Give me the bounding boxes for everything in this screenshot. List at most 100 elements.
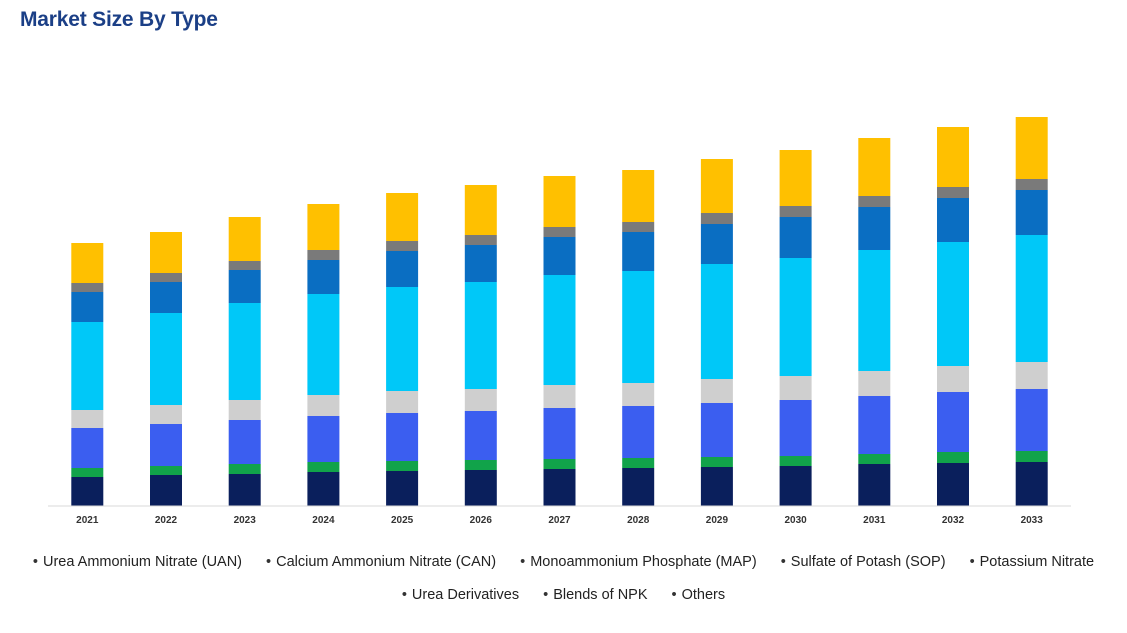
legend-item-1: • Calcium Ammonium Nitrate (CAN): [266, 554, 496, 570]
legend-bullet-icon: •: [520, 554, 526, 570]
bar-segment-2027-series-1: [543, 459, 576, 469]
legend-item-3: • Sulfate of Potash (SOP): [781, 554, 946, 570]
bar-segment-2026-series-3: [464, 389, 497, 411]
bar-segment-2027-series-0: [543, 469, 576, 506]
legend-label: Urea Ammonium Nitrate (UAN): [43, 554, 243, 570]
bar-segment-2028-series-1: [622, 458, 655, 468]
bar-segment-2029-series-6: [700, 213, 733, 224]
bar-segment-2030-series-7: [779, 150, 812, 206]
bar-segment-2029-series-0: [700, 467, 733, 506]
bar-segment-2032-series-2: [937, 392, 969, 452]
bar-segment-2025-series-4: [386, 287, 419, 391]
bar-segment-2025-series-0: [386, 471, 419, 506]
bar-segment-2022-series-1: [150, 466, 182, 475]
x-tick-label: 2028: [627, 515, 650, 526]
bar-segment-2031-series-5: [858, 207, 891, 250]
bar-segment-2026-series-4: [464, 282, 497, 389]
bar-segment-2030-series-0: [779, 466, 812, 506]
bar-segment-2033-series-7: [1015, 117, 1048, 179]
legend-label: Blends of NPK: [553, 587, 648, 603]
bar-segment-2026-series-6: [464, 235, 497, 245]
bar-segment-2026-series-2: [464, 411, 497, 460]
bar-segment-2024-series-6: [307, 250, 340, 260]
legend-bullet-icon: •: [266, 554, 272, 570]
bar-segment-2031-series-4: [858, 250, 891, 371]
bar-segment-2029-series-1: [700, 457, 733, 467]
bar-segment-2023-series-5: [228, 270, 261, 303]
bar-segment-2025-series-7: [386, 193, 419, 241]
bar-segment-2033-series-0: [1015, 462, 1048, 506]
bar-segment-2032-series-0: [937, 463, 969, 506]
legend-item-0: • Urea Ammonium Nitrate (UAN): [33, 554, 242, 570]
bar-segment-2033-series-5: [1015, 190, 1048, 235]
bar-segment-2022-series-7: [150, 232, 182, 273]
x-tick-label: 2029: [706, 515, 729, 526]
legend-label: Others: [681, 587, 726, 603]
bar-segment-2032-series-5: [937, 198, 969, 242]
bar-segment-2022-series-4: [150, 313, 182, 405]
bar-segment-2022-series-3: [150, 405, 182, 424]
bar-segment-2023-series-1: [228, 464, 261, 474]
bar-segment-2031-series-1: [858, 454, 891, 464]
bar-segment-2021-series-4: [71, 322, 104, 410]
bar-segment-2024-series-0: [307, 472, 340, 506]
bar-segment-2021-series-5: [71, 292, 104, 322]
bar-segment-2022-series-0: [150, 475, 182, 506]
legend-item-6: • Blends of NPK: [543, 587, 647, 603]
legend-label: Monoammonium Phosphate (MAP): [530, 554, 757, 570]
legend-item-7: • Others: [672, 587, 726, 603]
bar-segment-2026-series-1: [464, 460, 497, 470]
legend-bullet-icon: •: [780, 554, 786, 570]
x-tick-label: 2031: [863, 515, 886, 526]
legend-bullet-icon: •: [671, 587, 677, 603]
x-tick-label: 2021: [76, 515, 99, 526]
bar-segment-2030-series-1: [779, 456, 812, 466]
bar-segment-2029-series-2: [700, 403, 733, 457]
bar-segment-2028-series-2: [622, 406, 655, 458]
bar-segment-2024-series-4: [307, 294, 340, 395]
bar-segment-2025-series-6: [386, 241, 419, 251]
bar-segment-2027-series-4: [543, 275, 576, 385]
chart-legend: • Urea Ammonium Nitrate (UAN) • Calcium Am…: [20, 546, 1107, 612]
bar-segment-2033-series-6: [1015, 179, 1048, 190]
bar-segment-2023-series-7: [228, 217, 261, 261]
legend-item-4: • Potassium Nitrate: [970, 554, 1095, 570]
bar-segment-2031-series-3: [858, 371, 891, 396]
bar-segment-2023-series-3: [228, 400, 261, 420]
x-tick-label: 2026: [470, 515, 493, 526]
legend-label: Sulfate of Potash (SOP): [790, 554, 946, 570]
bar-segment-2032-series-1: [937, 452, 969, 463]
bar-segment-2024-series-5: [307, 260, 340, 294]
bar-segment-2021-series-6: [71, 283, 104, 292]
legend-bullet-icon: •: [543, 587, 549, 603]
x-tick-label: 2025: [391, 515, 414, 526]
bar-segment-2032-series-4: [937, 242, 969, 366]
bar-segment-2024-series-1: [307, 462, 340, 472]
legend-item-5: • Urea Derivatives: [402, 587, 519, 603]
bar-segment-2025-series-2: [386, 413, 419, 461]
bar-segment-2023-series-2: [228, 420, 261, 464]
bar-segment-2026-series-0: [464, 470, 497, 506]
bar-segment-2027-series-7: [543, 176, 576, 227]
bar-segment-2025-series-1: [386, 461, 419, 471]
bar-segment-2021-series-7: [71, 243, 104, 283]
bar-segment-2026-series-5: [464, 245, 497, 282]
bar-segment-2030-series-2: [779, 400, 812, 456]
bar-segment-2030-series-5: [779, 217, 812, 258]
legend-bullet-icon: •: [401, 587, 407, 603]
bar-segment-2023-series-4: [228, 303, 261, 400]
x-tick-label: 2027: [548, 515, 571, 526]
bar-segment-2026-series-7: [464, 185, 497, 235]
bar-segment-2025-series-3: [386, 391, 419, 413]
bar-segment-2021-series-1: [71, 468, 104, 477]
bar-segment-2028-series-3: [622, 383, 655, 406]
bar-segment-2027-series-2: [543, 408, 576, 459]
bar-segment-2030-series-3: [779, 376, 812, 400]
legend-label: Calcium Ammonium Nitrate (CAN): [276, 554, 497, 570]
x-tick-label: 2032: [942, 515, 965, 526]
bar-segment-2021-series-0: [71, 477, 104, 506]
bar-segment-2027-series-3: [543, 385, 576, 408]
bar-segment-2032-series-6: [937, 187, 969, 198]
bar-segment-2027-series-6: [543, 227, 576, 237]
